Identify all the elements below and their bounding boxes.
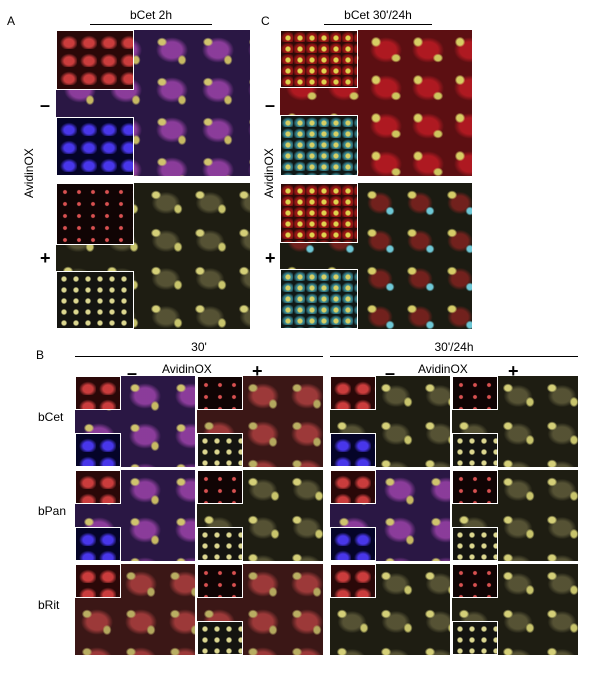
panel-c-title: bCet 30'/24h (344, 8, 412, 22)
panel-a-title-rule (90, 24, 212, 25)
inset-yellow (197, 527, 243, 561)
panel-b-right-minus-sign: – (385, 363, 396, 383)
inset-red (452, 376, 498, 410)
inset-blue (75, 527, 121, 561)
panel-a-plus-micrograph (56, 183, 250, 329)
inset-yellow (197, 433, 243, 467)
inset-blue (330, 527, 376, 561)
panel-a-plus-sign: + (40, 248, 51, 268)
inset-red (452, 470, 498, 504)
brit-24h-minus-micrograph (330, 564, 450, 655)
brit-30min-plus-micrograph (197, 564, 323, 655)
bpan-24h-plus-micrograph (452, 470, 578, 561)
panel-a-avidin-label: AvidinOX (22, 148, 36, 198)
panel-c-minus-red-inset (280, 30, 358, 88)
bpan-30min-plus-micrograph (197, 470, 323, 561)
inset-red (452, 564, 498, 598)
panel-c-letter: C (261, 14, 270, 28)
row-label-bcet: bCet (38, 410, 64, 424)
bcet-30min-plus-micrograph (197, 376, 323, 467)
inset-blue (75, 433, 121, 467)
panel-b-right-plus-sign: + (508, 361, 519, 381)
bpan-24h-minus-micrograph (330, 470, 450, 561)
row-label-bpan: bPan (38, 504, 67, 518)
bpan-30min-minus-micrograph (75, 470, 195, 561)
inset-yellow (452, 433, 498, 467)
inset-red (330, 564, 376, 598)
inset-yellow (452, 621, 498, 655)
bcet-30min-minus-micrograph (75, 376, 195, 467)
brit-30min-minus-micrograph (75, 564, 195, 655)
panel-a-minus-micrograph (56, 30, 250, 176)
bcet-24h-minus-micrograph (330, 376, 450, 467)
panel-b-letter: B (36, 348, 45, 362)
inset-red (197, 564, 243, 598)
panel-b-group-right-rule (330, 356, 578, 357)
panel-b-right-avidin-label: AvidinOX (418, 362, 468, 376)
bcet-24h-plus-micrograph (452, 376, 578, 467)
panel-c-avidin-label: AvidinOX (262, 148, 276, 198)
panel-b-group-left-rule (75, 356, 323, 357)
panel-b-left-minus-sign: – (127, 363, 138, 383)
panel-c-minus-sign: – (265, 95, 276, 115)
panel-c-title-rule (324, 24, 432, 25)
panel-a-minus-sign: – (40, 95, 51, 115)
inset-red (330, 376, 376, 410)
brit-24h-plus-micrograph (452, 564, 578, 655)
row-label-brit: bRit (38, 598, 60, 612)
inset-red (75, 564, 121, 598)
panel-c-minus-micrograph (280, 30, 472, 176)
panel-b-group-right-title: 30'/24h (434, 340, 474, 354)
inset-red (75, 376, 121, 410)
panel-a-minus-blue-inset (56, 117, 134, 176)
panel-c-plus-cyan-inset (280, 269, 358, 329)
inset-blue (330, 433, 376, 467)
panel-c-plus-sign: + (265, 248, 276, 268)
panel-b-group-left-title: 30' (191, 340, 207, 354)
panel-a-letter: A (7, 14, 16, 28)
inset-yellow (197, 621, 243, 655)
panel-a-plus-red-inset (56, 183, 134, 245)
inset-red (330, 470, 376, 504)
inset-red (75, 470, 121, 504)
panel-a-title: bCet 2h (129, 8, 173, 22)
inset-red (197, 376, 243, 410)
panel-b-left-plus-sign: + (252, 361, 263, 381)
panel-a-plus-yellow-inset (56, 271, 134, 329)
inset-red (197, 470, 243, 504)
panel-c-plus-red-inset (280, 183, 358, 243)
panel-c-plus-micrograph (280, 183, 472, 329)
panel-c-minus-cyan-inset (280, 115, 358, 176)
inset-yellow (452, 527, 498, 561)
panel-a-minus-red-inset (56, 30, 134, 90)
panel-b-left-avidin-label: AvidinOX (162, 362, 212, 376)
